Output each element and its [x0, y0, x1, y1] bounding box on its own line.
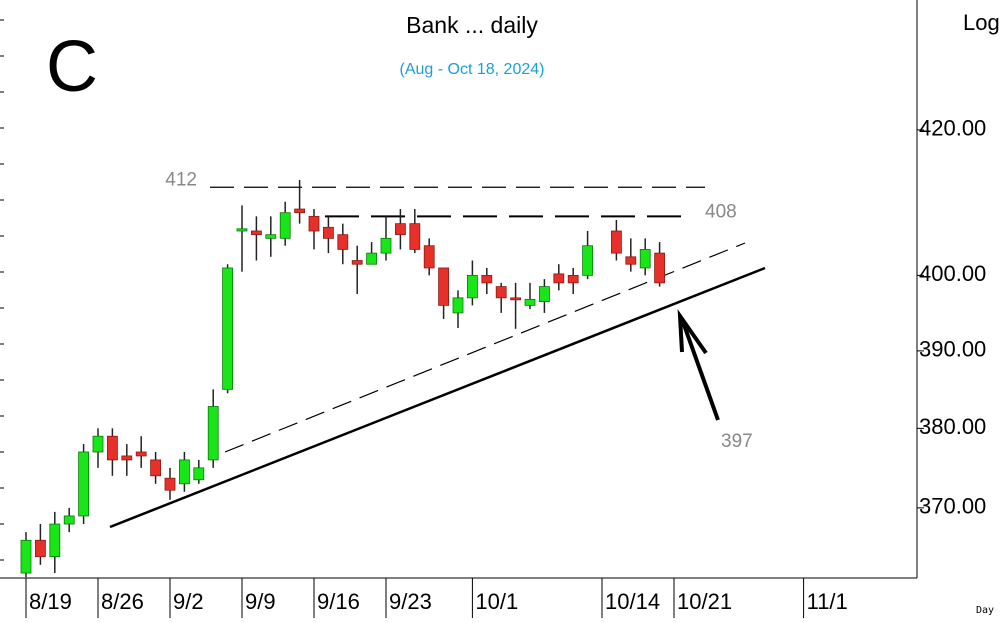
candle-body: [121, 455, 133, 461]
candle-body: [639, 249, 651, 269]
candle-body: [409, 223, 421, 250]
candle-body: [78, 451, 89, 517]
x-tick-label: 9/2: [173, 589, 204, 614]
candle-body: [495, 286, 507, 299]
candle-body: [654, 252, 665, 284]
target-label: 397: [721, 431, 753, 452]
candle-body: [164, 477, 176, 491]
x-tick-label: 11/1: [807, 589, 848, 614]
x-tick-label: 10/14: [605, 589, 660, 614]
candle-body: [481, 274, 493, 284]
candle-body: [250, 230, 262, 236]
x-tick-label: 9/23: [389, 589, 432, 614]
candle-body: [366, 252, 378, 265]
candle-body: [524, 298, 536, 306]
x-axis-label: Day: [976, 605, 994, 616]
candle-body: [294, 208, 306, 214]
chart-subtitle: (Aug - Oct 18, 2024): [400, 61, 545, 78]
arrow-head: [677, 309, 708, 355]
level-label: 412: [165, 169, 197, 190]
candle-body: [150, 459, 162, 477]
candle-body: [178, 459, 190, 485]
candle-body: [222, 267, 234, 390]
y-tick-label: 380.00: [919, 414, 986, 439]
candle-body: [582, 245, 593, 276]
candle-body: [611, 230, 622, 254]
candle-body: [466, 274, 478, 299]
candle-body: [92, 435, 104, 453]
candle-body: [337, 234, 349, 250]
candle-body: [553, 273, 565, 284]
candle-body: [193, 467, 205, 481]
channel-line: [224, 242, 746, 453]
x-tick-label: 9/9: [245, 589, 276, 614]
level-label: 408: [705, 201, 737, 222]
y-tick-label: 420.00: [919, 116, 986, 141]
candle-body: [394, 223, 406, 236]
candle-body: [49, 523, 61, 558]
candle-body: [539, 286, 550, 302]
x-tick-label: 10/21: [677, 589, 732, 614]
candle-body: [380, 237, 392, 254]
y-tick-label: 370.00: [919, 494, 986, 519]
y-axis-label: Log: [963, 10, 1000, 35]
candle-body: [308, 215, 320, 232]
candle-body: [207, 406, 219, 461]
candle-body: [63, 515, 75, 525]
candle-body: [20, 539, 32, 574]
x-tick-label: 8/26: [101, 589, 144, 614]
candle-body: [265, 234, 277, 239]
candle-body: [625, 256, 637, 265]
y-tick-label: 400.00: [919, 261, 986, 286]
candle-body: [35, 539, 46, 558]
y-tick-label: 390.00: [919, 337, 986, 362]
chart-title: Bank ... daily: [406, 12, 538, 38]
candle-body: [510, 297, 522, 301]
candle-body: [438, 267, 450, 306]
candle-body: [107, 435, 118, 461]
x-tick-label: 8/19: [29, 589, 72, 614]
arrow-shaft: [681, 321, 720, 421]
candle-body: [322, 226, 334, 239]
candle-body: [236, 228, 248, 232]
x-tick-label: 10/1: [475, 589, 518, 614]
candle-body: [279, 212, 291, 239]
trend-line: [109, 266, 766, 529]
candle-body: [567, 274, 579, 284]
candle-body: [452, 297, 464, 314]
candle-body: [423, 245, 435, 269]
symbol: C: [46, 27, 98, 107]
candle-body: [351, 260, 363, 265]
x-tick-label: 9/16: [317, 589, 360, 614]
candle-body: [135, 451, 147, 457]
